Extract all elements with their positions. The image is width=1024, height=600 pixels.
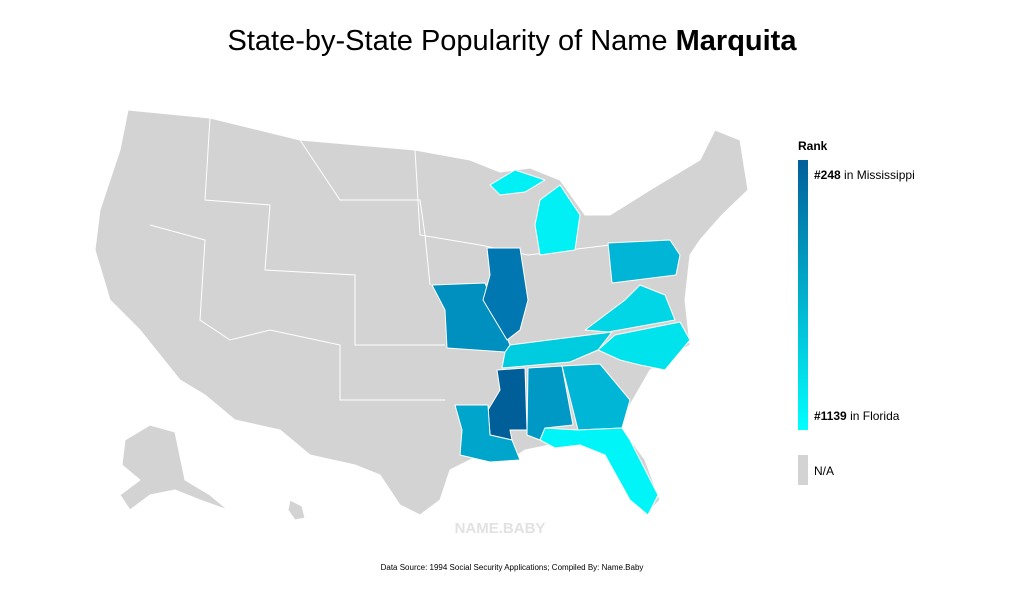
legend-bottom: #1139 in Florida [814, 409, 900, 423]
louisiana [454, 404, 521, 463]
legend-top-rank: #248 [814, 168, 841, 182]
state-borders [149, 224, 445, 401]
north-carolina [597, 321, 691, 371]
title: State-by-State Popularity of Name Marqui… [228, 25, 798, 57]
hawaii [287, 499, 306, 521]
alaska [119, 424, 229, 511]
legend-na: N/A [814, 464, 834, 478]
watermark: NAME.BABY [455, 520, 546, 537]
state-borders [204, 117, 445, 346]
georgia [561, 363, 631, 431]
footer: Data Source: 1994 Social Security Applic… [381, 563, 644, 572]
us-map [94, 109, 749, 521]
legend-top-label: in Mississippi [844, 168, 915, 182]
legend-na-swatch [798, 455, 808, 485]
illinois [482, 247, 529, 341]
michigan-upper [489, 169, 546, 196]
legend-scale [798, 160, 808, 430]
legend-bottom-rank: #1139 [814, 409, 847, 423]
pennsylvania [607, 239, 681, 284]
title-text: State-by-State Popularity of Name [228, 25, 668, 57]
legend-top: #248 in Mississippi [814, 168, 915, 182]
virginia [584, 284, 676, 333]
legend-bottom-label: in Florida [850, 409, 900, 423]
michigan [534, 184, 581, 256]
title-name: Marquita [676, 25, 798, 57]
state-borders [299, 139, 431, 286]
legend-title: Rank [798, 139, 828, 153]
florida [539, 427, 659, 516]
